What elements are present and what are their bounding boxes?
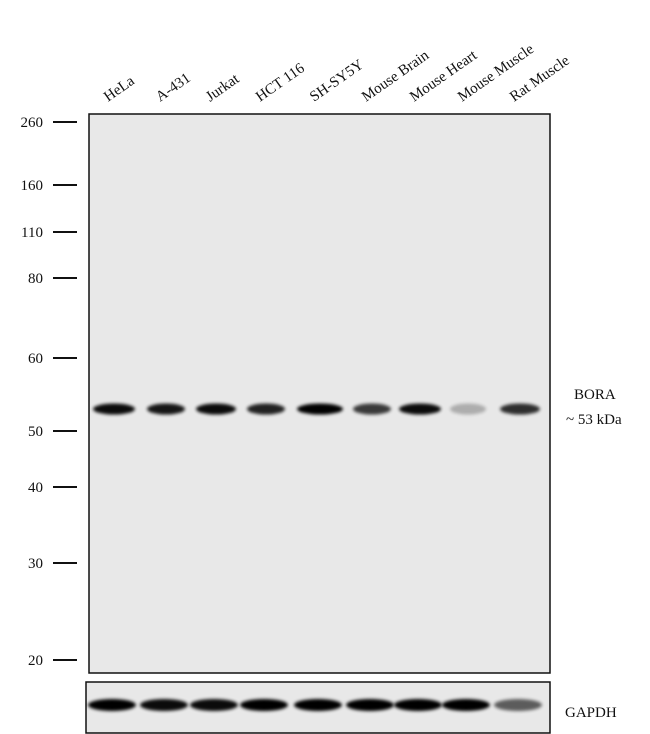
gapdh-band — [140, 699, 188, 711]
gapdh-band — [88, 699, 136, 711]
target-band — [450, 403, 486, 415]
gapdh-band — [394, 699, 442, 711]
target-size: ~ 53 kDa — [566, 412, 622, 428]
target-band — [196, 403, 236, 415]
marker-label: 60 — [28, 351, 43, 367]
target-band — [297, 403, 343, 415]
lane-label: Jurkat — [203, 71, 243, 106]
target-band — [93, 403, 135, 415]
target-name: BORA — [574, 387, 616, 403]
lane-label: HCT 116 — [253, 60, 308, 105]
marker-label: 20 — [28, 653, 43, 669]
gapdh-band — [190, 699, 238, 711]
gapdh-band — [294, 699, 342, 711]
target-band — [399, 403, 441, 415]
marker-label: 80 — [28, 271, 43, 287]
gapdh-band — [346, 699, 394, 711]
gapdh-band — [240, 699, 288, 711]
target-band — [500, 403, 540, 415]
marker-label: 40 — [28, 480, 43, 496]
target-band — [147, 403, 185, 415]
marker-label: 160 — [21, 178, 44, 194]
bands — [88, 403, 542, 711]
gapdh-band — [442, 699, 490, 711]
blot-membrane — [88, 113, 551, 674]
lane-label: A-431 — [153, 70, 194, 105]
marker-label: 50 — [28, 424, 43, 440]
loading-control-label: GAPDH — [565, 705, 617, 721]
gapdh-band — [494, 699, 542, 711]
target-band — [353, 403, 391, 415]
target-band — [247, 403, 285, 415]
lane-label: SH-SY5Y — [307, 57, 367, 106]
marker-label: 260 — [21, 115, 44, 131]
marker-label: 30 — [28, 556, 43, 572]
lane-label: HeLa — [101, 73, 138, 105]
marker-label: 110 — [21, 225, 43, 241]
